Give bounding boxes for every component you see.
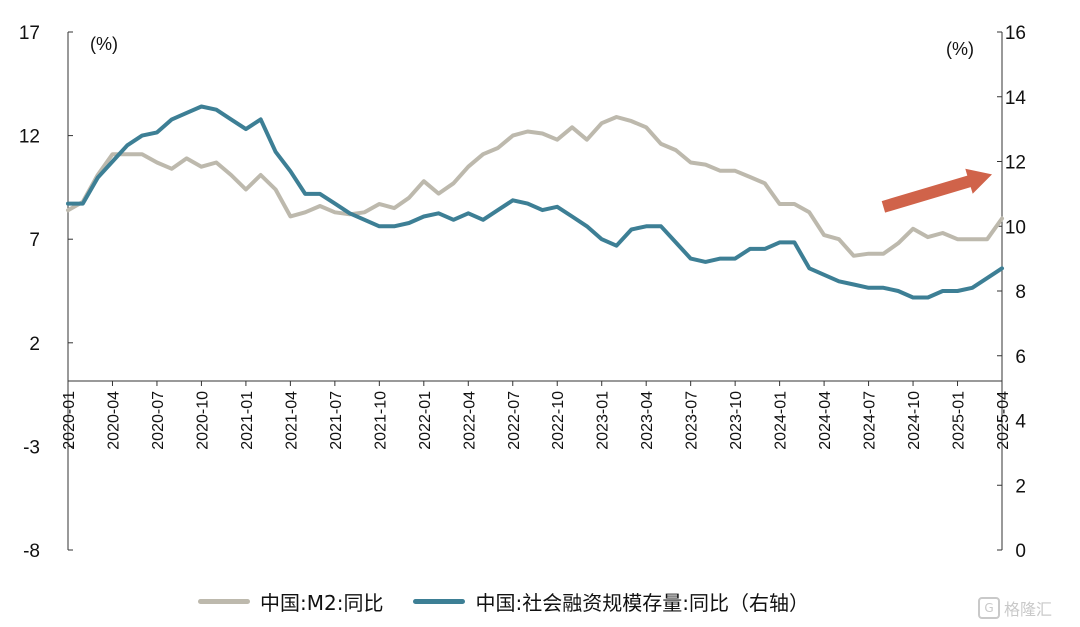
legend-item-social-financing: 中国:社会融资规模存量:同比（右轴） <box>413 587 809 616</box>
right-tick-label: 16 <box>1005 23 1026 44</box>
x-tick-label: 2022-07 <box>506 391 523 450</box>
legend-label-m2: 中国:M2:同比 <box>260 590 384 615</box>
x-tick-label: 2021-10 <box>372 391 389 450</box>
x-tick-label: 2023-01 <box>595 391 612 450</box>
x-tick-label: 2020-04 <box>105 391 122 450</box>
left-tick-label: -3 <box>23 437 40 458</box>
left-tick-label: -8 <box>23 541 40 562</box>
x-tick-label: 2021-04 <box>283 391 300 450</box>
right-tick-label: 8 <box>1015 282 1026 303</box>
legend-label-social-financing: 中国:社会融资规模存量:同比（右轴） <box>475 590 809 615</box>
right-tick-label: 2 <box>1015 476 1026 497</box>
left-tick-label: 12 <box>19 127 40 148</box>
trend-arrow-icon <box>881 168 992 213</box>
left-axis-ticks: 17 12 7 2 -3 -8 <box>19 23 73 562</box>
x-tick-label: 2023-04 <box>639 391 656 450</box>
right-tick-label: 0 <box>1015 541 1026 562</box>
legend-item-m2: 中国:M2:同比 <box>198 587 383 616</box>
x-tick-label: 2022-10 <box>550 391 567 450</box>
x-tick-label: 2020-01 <box>61 391 78 450</box>
right-tick-label: 6 <box>1015 347 1026 368</box>
x-axis-ticks: 2020-01 2020-04 2020-07 2020-10 2021-01 2021-… <box>61 381 1012 450</box>
x-tick-label: 2022-01 <box>417 391 434 450</box>
right-tick-label: 4 <box>1015 412 1026 433</box>
left-tick-label: 17 <box>19 23 40 44</box>
series-line-m2 <box>66 115 1004 258</box>
x-tick-label: 2021-07 <box>328 391 345 450</box>
right-tick-label: 12 <box>1005 153 1026 174</box>
left-tick-label: 7 <box>29 230 40 251</box>
left-tick-label: 2 <box>29 334 40 355</box>
x-tick-label: 2024-10 <box>906 391 923 450</box>
x-tick-label: 2023-07 <box>684 391 701 450</box>
x-tick-label: 2022-04 <box>461 391 478 450</box>
left-unit-label: (%) <box>90 34 118 54</box>
series-line-social-financing <box>66 104 1004 300</box>
x-tick-label: 2021-01 <box>239 391 256 450</box>
x-tick-label: 2023-10 <box>728 391 745 450</box>
x-tick-label: 2020-07 <box>150 391 167 450</box>
x-tick-label: 2025-04 <box>995 391 1012 450</box>
watermark-text: 格隆汇 <box>1003 600 1052 619</box>
right-axis-ticks: 16 14 12 10 8 6 4 2 0 <box>997 23 1026 562</box>
x-tick-label: 2024-04 <box>817 391 834 450</box>
right-tick-label: 10 <box>1005 217 1026 238</box>
x-tick-label: 2020-10 <box>194 391 211 450</box>
watermark: G 格隆汇 <box>977 596 1052 620</box>
gelonghui-logo-icon: G <box>977 597 1000 619</box>
series-layer <box>66 104 1004 300</box>
x-tick-label: 2025-01 <box>951 391 968 450</box>
right-unit-label: (%) <box>946 39 974 59</box>
right-tick-label: 14 <box>1005 88 1027 109</box>
x-tick-label: 2024-01 <box>773 391 790 450</box>
x-tick-label: 2024-07 <box>862 391 879 450</box>
legend-swatch-m2 <box>198 598 250 604</box>
legend-swatch-social-financing <box>413 598 466 604</box>
legend: 中国:M2:同比 中国:社会融资规模存量:同比（右轴） <box>198 586 839 616</box>
